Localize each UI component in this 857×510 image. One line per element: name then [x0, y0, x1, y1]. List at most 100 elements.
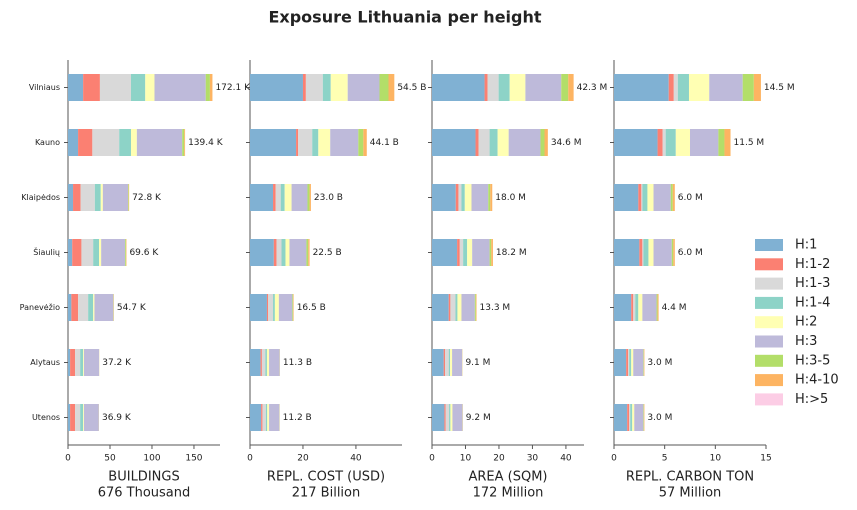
bar-segment	[266, 294, 269, 321]
bar-segment	[718, 129, 725, 156]
x-axis-total: 172 Million	[473, 486, 544, 501]
bar-segment	[665, 129, 676, 156]
bar-segment	[448, 349, 451, 376]
bar-segment	[274, 294, 279, 321]
bar-segment	[463, 239, 468, 266]
bar-segment	[643, 239, 649, 266]
bar-segment	[450, 404, 453, 431]
bar-segment	[450, 294, 456, 321]
bar-segment	[330, 74, 348, 101]
bar-segment	[182, 129, 185, 156]
bar-segment	[363, 129, 367, 156]
y-tick-label: Vilniaus	[29, 83, 60, 92]
bar-segment	[78, 129, 93, 156]
x-tick-label: 10	[710, 454, 722, 464]
bar-segment	[68, 294, 72, 321]
bar-segment	[88, 294, 94, 321]
bar-segment	[205, 74, 210, 101]
x-tick-label: 0	[611, 454, 617, 464]
bar-segment	[643, 349, 645, 376]
bar-segment	[672, 184, 675, 211]
bar-segment	[125, 239, 126, 266]
bar-segment	[614, 74, 669, 101]
y-tick-label: Utenos	[32, 413, 60, 422]
bar-segment	[489, 129, 498, 156]
bar-segment	[461, 184, 465, 211]
bar-segment	[443, 349, 446, 376]
legend-swatch	[755, 296, 783, 309]
bar-segment	[269, 404, 280, 431]
bar-segment	[641, 184, 643, 211]
total-label: 14.5 M	[764, 83, 795, 93]
bar-segment	[250, 129, 297, 156]
bar-segment	[266, 349, 270, 376]
bar-segment	[318, 129, 331, 156]
bar-segment	[305, 74, 323, 101]
bar-segment	[457, 239, 460, 266]
bar-segment	[445, 404, 450, 431]
bar-segment	[487, 74, 499, 101]
bar-segment	[292, 294, 294, 321]
bar-segment	[298, 129, 313, 156]
bar-segment	[455, 184, 459, 211]
bar-segment	[742, 74, 754, 101]
bar-segment	[307, 184, 310, 211]
bar-segment	[262, 404, 266, 431]
bar-segment	[472, 239, 490, 266]
total-label: 9.2 M	[466, 413, 491, 423]
y-tick-label: Klaipėdos	[21, 193, 60, 202]
bar-segment	[449, 404, 451, 431]
bar-segment	[643, 404, 645, 431]
total-label: 44.1 B	[370, 138, 399, 148]
x-tick-label: 15	[760, 454, 771, 464]
bar-segment	[614, 349, 627, 376]
bar-segment	[70, 349, 76, 376]
bar-segment	[68, 349, 71, 376]
total-label: 23.0 B	[314, 193, 343, 203]
legend-label: H:3	[795, 334, 817, 349]
x-axis-total: 217 Billion	[292, 486, 361, 501]
total-label: 11.5 M	[734, 138, 765, 148]
bar-segment	[101, 239, 126, 266]
bar-segment	[275, 184, 281, 211]
bar-segment	[261, 404, 263, 431]
bar-segment	[209, 74, 213, 101]
total-label: 11.3 B	[283, 358, 312, 368]
bar-segment	[78, 294, 89, 321]
legend-swatch	[755, 335, 783, 348]
bar-segment	[250, 239, 274, 266]
x-axis-label: AREA (SQM)	[468, 470, 547, 485]
bar-segment	[629, 349, 632, 376]
x-axis-total: 676 Thousand	[98, 486, 191, 501]
bar-segment	[432, 74, 485, 101]
bar-segment	[475, 294, 477, 321]
bar-segment	[83, 349, 84, 376]
bar-segment	[125, 239, 127, 266]
x-tick-label: 40	[350, 454, 362, 464]
bar-segment	[432, 349, 444, 376]
legend-swatch	[755, 239, 783, 251]
bar-segment	[330, 129, 359, 156]
bar-segment	[497, 129, 509, 156]
x-tick-label: 0	[247, 454, 253, 464]
x-tick-label: 30	[527, 454, 539, 464]
total-label: 22.5 B	[313, 248, 342, 258]
bar-segment	[280, 184, 285, 211]
legend-swatch	[755, 258, 783, 271]
bar-segment	[432, 404, 445, 431]
bar-segment	[670, 184, 673, 211]
bar-segment	[276, 239, 282, 266]
bar-segment	[136, 129, 183, 156]
bar-segment	[145, 74, 155, 101]
bar-segment	[653, 184, 671, 211]
bar-segment	[93, 239, 100, 266]
total-label: 37.2 K	[102, 358, 132, 368]
bar-segment	[490, 184, 493, 211]
bar-segment	[753, 74, 761, 101]
bar-segment	[250, 74, 303, 101]
bar-segment	[102, 184, 129, 211]
bar-segment	[285, 239, 290, 266]
bar-segment	[643, 349, 644, 376]
bar-segment	[639, 239, 643, 266]
